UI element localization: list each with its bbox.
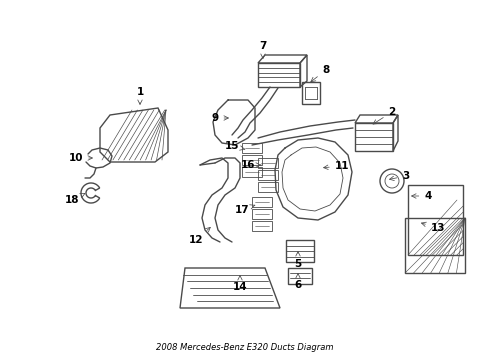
Text: 8: 8 (310, 65, 329, 82)
Text: 12: 12 (188, 228, 210, 245)
Text: 6: 6 (294, 274, 301, 290)
Text: 11: 11 (323, 161, 348, 171)
Text: 17: 17 (234, 205, 254, 215)
Text: 18: 18 (64, 194, 84, 205)
Text: 3: 3 (389, 171, 409, 181)
Text: 2008 Mercedes-Benz E320 Ducts Diagram: 2008 Mercedes-Benz E320 Ducts Diagram (156, 343, 332, 352)
Text: 13: 13 (421, 222, 445, 233)
Text: 5: 5 (294, 252, 301, 269)
Text: 9: 9 (211, 113, 228, 123)
Circle shape (379, 169, 403, 193)
Wedge shape (81, 183, 100, 203)
Text: 7: 7 (259, 41, 266, 58)
Text: 14: 14 (232, 276, 247, 292)
Text: 2: 2 (372, 107, 395, 124)
Text: 4: 4 (411, 191, 431, 201)
Text: 16: 16 (240, 160, 260, 170)
Text: 1: 1 (136, 87, 143, 104)
Text: 15: 15 (224, 141, 244, 151)
Text: 10: 10 (69, 153, 92, 163)
